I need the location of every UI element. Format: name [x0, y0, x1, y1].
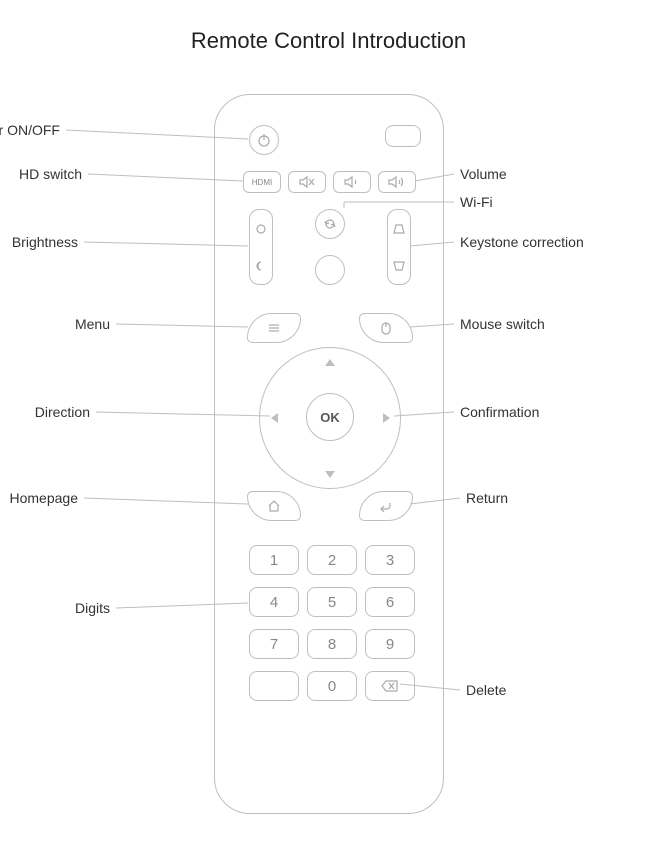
diagram-stage: HDMI	[0, 70, 657, 850]
label-homepage: Homepage	[0, 490, 78, 506]
label-mouse-switch: Mouse switch	[460, 316, 545, 332]
label-hd-switch: HD switch	[0, 166, 82, 182]
leader-lines	[0, 70, 657, 850]
label-direction: Direction	[0, 404, 90, 420]
label-brightness: Brightness	[0, 234, 78, 250]
label-digits: Digits	[0, 600, 110, 616]
page-title: Remote Control Introduction	[0, 0, 657, 54]
label-volume: Volume	[460, 166, 507, 182]
label-menu: Menu	[0, 316, 110, 332]
label-keystone-correction: Keystone correction	[460, 234, 584, 250]
label-wi-fi: Wi-Fi	[460, 194, 493, 210]
label-return: Return	[466, 490, 508, 506]
label-power-on-off: Power ON/OFF	[0, 122, 60, 138]
label-confirmation: Confirmation	[460, 404, 539, 420]
label-delete: Delete	[466, 682, 506, 698]
